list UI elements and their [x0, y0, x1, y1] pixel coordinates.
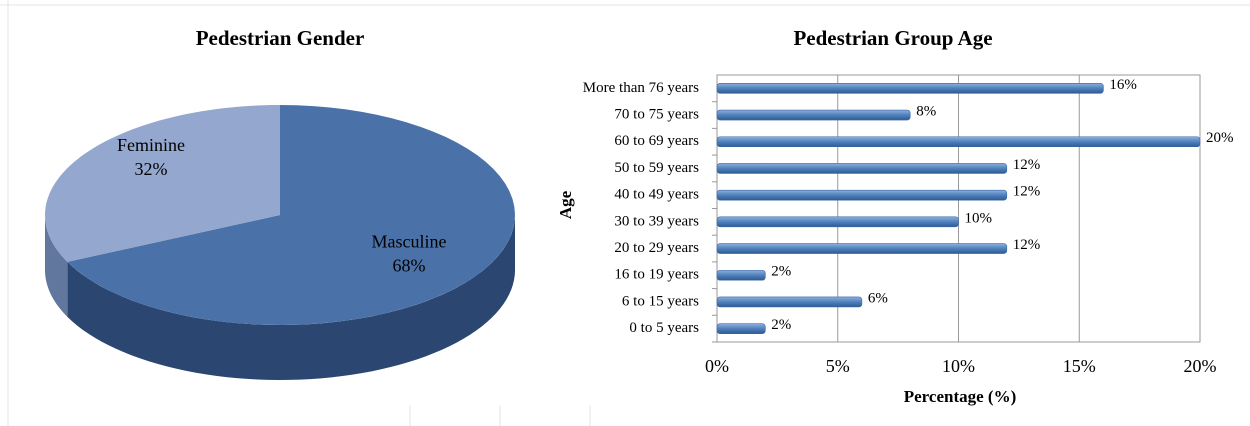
pie-slice — [45, 105, 280, 262]
pie-side — [45, 215, 68, 317]
value-label: 2% — [771, 264, 791, 280]
y-tick-label: 50 to 59 years — [614, 160, 699, 176]
bar — [716, 83, 1104, 94]
value-label: 12% — [1013, 184, 1041, 200]
pie-value-label: 68% — [392, 255, 425, 275]
bar — [716, 109, 911, 121]
bar — [716, 189, 1008, 201]
bar-title: Pedestrian Group Age — [793, 26, 992, 50]
x-tick-label: 15% — [1063, 356, 1096, 376]
value-label: 16% — [1109, 77, 1137, 93]
x-axis-title: Percentage (%) — [904, 387, 1017, 406]
y-tick-label: 70 to 75 years — [614, 106, 699, 122]
y-tick-label: 16 to 19 years — [614, 267, 699, 283]
value-label: 2% — [771, 317, 791, 333]
x-tick-label: 0% — [705, 356, 729, 376]
pie-label: Feminine — [117, 135, 185, 155]
pie-title: Pedestrian Gender — [196, 26, 365, 50]
bar — [716, 269, 766, 281]
pie-slice — [67, 105, 515, 325]
y-axis-title: Age — [556, 190, 575, 219]
bar — [716, 216, 959, 228]
x-tick-label: 5% — [826, 356, 850, 376]
value-label: 20% — [1206, 130, 1234, 146]
y-tick-label: 60 to 69 years — [614, 133, 699, 149]
bar — [716, 163, 1008, 174]
value-label: 12% — [1013, 157, 1041, 173]
y-tick-label: 6 to 15 years — [622, 293, 699, 309]
value-label: 6% — [868, 290, 888, 306]
pie-side — [67, 215, 515, 380]
pie-value-label: 32% — [135, 159, 168, 179]
value-label: 10% — [965, 210, 993, 226]
value-label: 8% — [916, 103, 936, 119]
y-tick-label: 0 to 5 years — [629, 320, 699, 336]
value-label: 12% — [1013, 237, 1041, 253]
bar — [716, 323, 766, 334]
x-tick-label: 20% — [1184, 356, 1217, 376]
bar — [716, 296, 863, 308]
y-tick-label: More than 76 years — [583, 80, 699, 96]
pie-label: Masculine — [371, 231, 446, 251]
bar — [716, 136, 1201, 148]
bar — [716, 243, 1008, 254]
y-tick-label: 40 to 49 years — [614, 187, 699, 203]
y-tick-label: 20 to 29 years — [614, 240, 699, 256]
y-tick-label: 30 to 39 years — [614, 213, 699, 229]
x-tick-label: 10% — [942, 356, 975, 376]
